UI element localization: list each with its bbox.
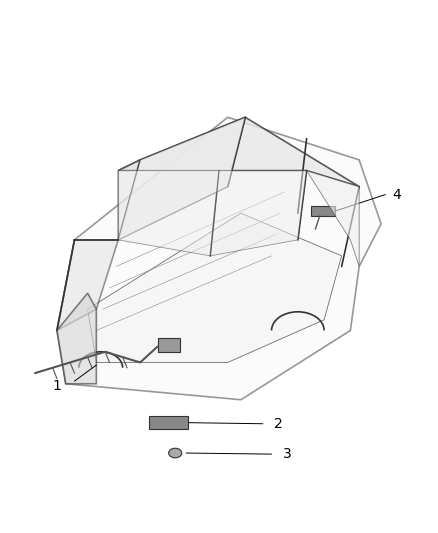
Polygon shape: [57, 117, 381, 400]
Polygon shape: [88, 213, 342, 362]
Polygon shape: [57, 117, 245, 330]
Ellipse shape: [169, 448, 182, 458]
FancyBboxPatch shape: [149, 416, 188, 429]
Polygon shape: [118, 117, 245, 240]
Polygon shape: [210, 171, 307, 256]
Polygon shape: [118, 117, 359, 187]
Text: 2: 2: [274, 417, 283, 431]
Polygon shape: [118, 171, 219, 256]
FancyBboxPatch shape: [311, 206, 335, 216]
Text: 3: 3: [283, 447, 291, 461]
Text: 4: 4: [392, 188, 401, 201]
Polygon shape: [57, 293, 96, 384]
Text: 1: 1: [53, 379, 61, 393]
Polygon shape: [307, 171, 359, 266]
FancyBboxPatch shape: [158, 338, 180, 352]
